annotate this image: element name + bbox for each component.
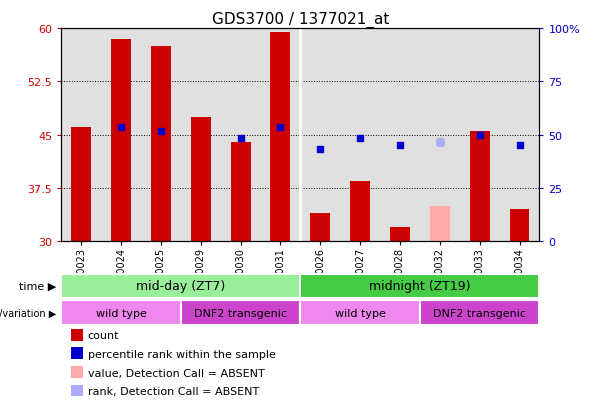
Text: rank, Detection Call = ABSENT: rank, Detection Call = ABSENT: [88, 386, 259, 396]
Text: wild type: wild type: [335, 308, 386, 318]
Bar: [181, 301, 300, 325]
Bar: [350, 181, 370, 242]
Bar: [300, 274, 539, 298]
Bar: [151, 47, 171, 242]
Bar: [310, 213, 330, 242]
Text: wild type: wild type: [96, 308, 147, 318]
Bar: [509, 210, 530, 242]
Bar: [71, 128, 91, 242]
Bar: [71, 348, 83, 359]
Text: count: count: [88, 331, 119, 341]
Title: GDS3700 / 1377021_at: GDS3700 / 1377021_at: [211, 12, 389, 28]
Bar: [420, 301, 539, 325]
Bar: [470, 132, 490, 242]
Bar: [270, 33, 291, 242]
Bar: [300, 301, 420, 325]
Bar: [430, 206, 450, 242]
Bar: [71, 366, 83, 378]
Text: time ▶: time ▶: [19, 281, 56, 291]
Bar: [111, 40, 131, 242]
Text: genotype/variation ▶: genotype/variation ▶: [0, 308, 56, 318]
Text: value, Detection Call = ABSENT: value, Detection Call = ABSENT: [88, 368, 264, 377]
Bar: [61, 301, 181, 325]
Text: percentile rank within the sample: percentile rank within the sample: [88, 349, 275, 359]
Bar: [61, 274, 300, 298]
Text: mid-day (ZT7): mid-day (ZT7): [136, 280, 226, 292]
Bar: [71, 385, 83, 396]
Text: DNF2 transgenic: DNF2 transgenic: [433, 308, 526, 318]
Bar: [71, 329, 83, 341]
Text: DNF2 transgenic: DNF2 transgenic: [194, 308, 287, 318]
Text: midnight (ZT19): midnight (ZT19): [369, 280, 471, 292]
Bar: [390, 228, 410, 242]
Bar: [230, 142, 251, 242]
Bar: [191, 118, 211, 242]
